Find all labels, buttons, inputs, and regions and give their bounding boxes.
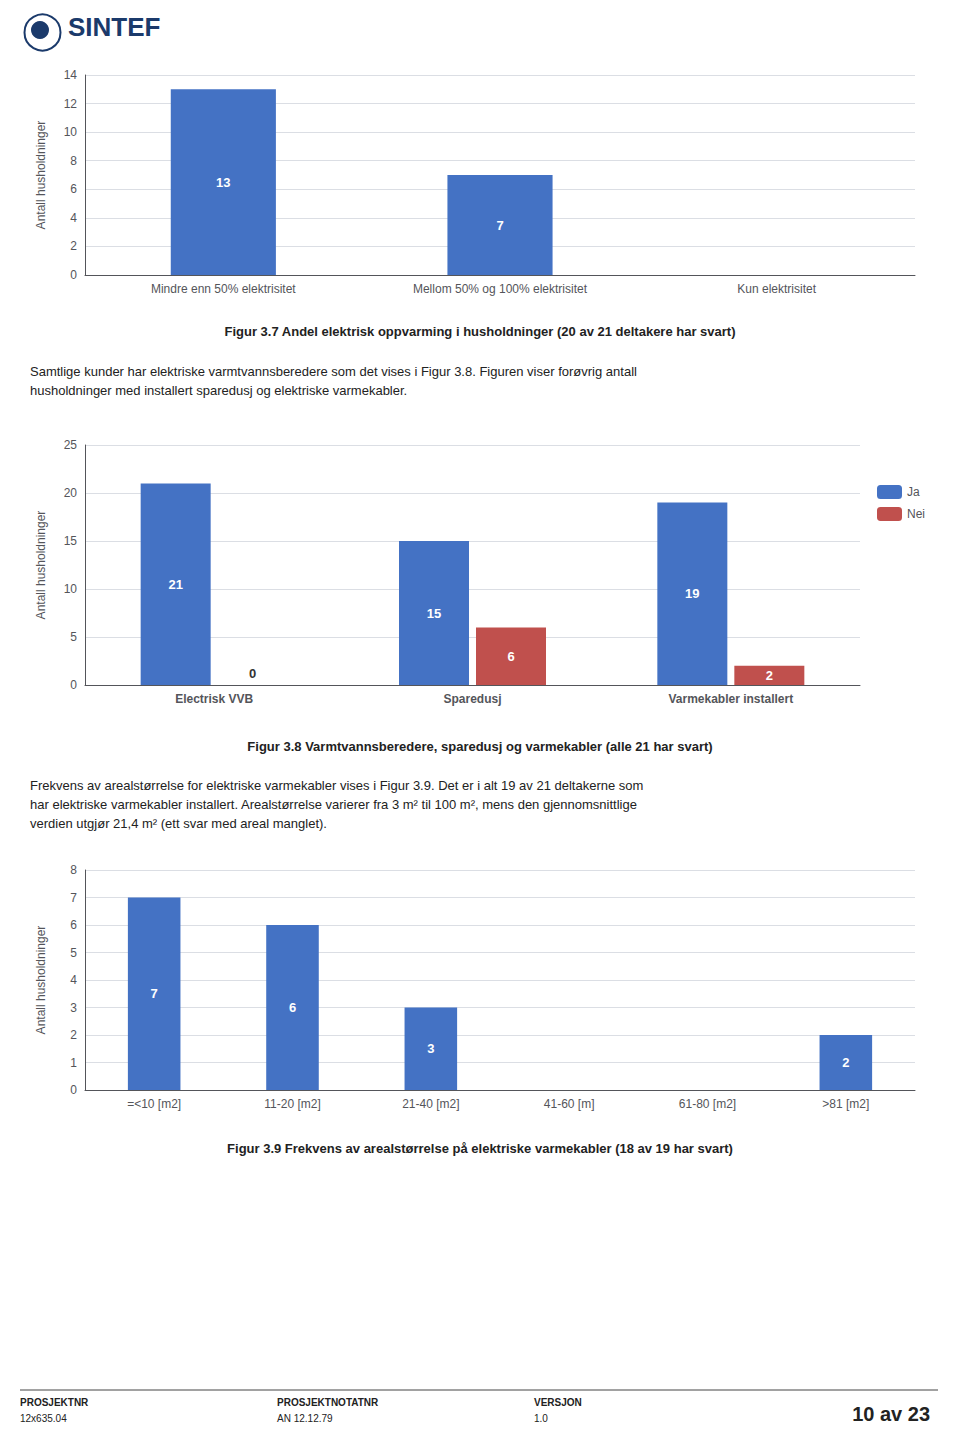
svg-text:15: 15 xyxy=(427,606,441,621)
svg-text:verdien utgjør 21,4 m² (ett sv: verdien utgjør 21,4 m² (ett svar med are… xyxy=(30,816,327,831)
svg-text:Mellom 50% og 100% elektrisite: Mellom 50% og 100% elektrisitet xyxy=(413,282,588,296)
svg-text:19: 19 xyxy=(685,586,699,601)
svg-text:25: 25 xyxy=(64,438,78,452)
svg-text:3: 3 xyxy=(70,1001,77,1015)
svg-text:0: 0 xyxy=(70,678,77,692)
svg-text:4: 4 xyxy=(70,973,77,987)
svg-text:6: 6 xyxy=(70,918,77,932)
svg-text:6: 6 xyxy=(507,649,514,664)
svg-text:3: 3 xyxy=(427,1041,434,1056)
svg-text:10: 10 xyxy=(64,125,78,139)
svg-text:Frekvens av arealstørrelse for: Frekvens av arealstørrelse for elektrisk… xyxy=(30,778,643,793)
svg-text:0: 0 xyxy=(249,666,256,681)
svg-text:Sparedusj: Sparedusj xyxy=(443,692,501,706)
svg-text:Ja: Ja xyxy=(907,485,920,499)
svg-text:10 av 23: 10 av 23 xyxy=(852,1403,930,1425)
svg-text:5: 5 xyxy=(70,946,77,960)
svg-text:Antall husholdninger: Antall husholdninger xyxy=(34,121,48,230)
svg-text:Varmekabler installert: Varmekabler installert xyxy=(668,692,793,706)
svg-text:SINTEF: SINTEF xyxy=(68,12,160,42)
svg-text:Figur 3.7 Andel elektrisk oppv: Figur 3.7 Andel elektrisk oppvarming i h… xyxy=(224,324,735,339)
svg-text:4: 4 xyxy=(70,211,77,225)
svg-text:Nei: Nei xyxy=(907,507,925,521)
svg-text:1: 1 xyxy=(70,1056,77,1070)
svg-text:PROSJEKTNOTATNR: PROSJEKTNOTATNR xyxy=(277,1397,379,1408)
svg-text:Samtlige kunder har elektriske: Samtlige kunder har elektriske varmtvann… xyxy=(30,364,637,379)
svg-text:VERSJON: VERSJON xyxy=(534,1397,582,1408)
svg-text:8: 8 xyxy=(70,863,77,877)
svg-text:0: 0 xyxy=(70,268,77,282)
svg-text:8: 8 xyxy=(70,154,77,168)
svg-text:61-80 [m2]: 61-80 [m2] xyxy=(679,1097,736,1111)
svg-text:2: 2 xyxy=(70,239,77,253)
svg-text:Mindre enn 50% elektrisitet: Mindre enn 50% elektrisitet xyxy=(151,282,296,296)
svg-text:2: 2 xyxy=(70,1028,77,1042)
svg-text:10: 10 xyxy=(64,582,78,596)
svg-text:Antall husholdninger: Antall husholdninger xyxy=(34,926,48,1035)
svg-text:Figur 3.8 Varmtvannsberedere,: Figur 3.8 Varmtvannsberedere, sparedusj … xyxy=(247,739,712,754)
svg-text:13: 13 xyxy=(216,175,230,190)
svg-text:6: 6 xyxy=(289,1000,296,1015)
svg-text:41-60 [m]: 41-60 [m] xyxy=(544,1097,595,1111)
svg-text:21: 21 xyxy=(168,577,182,592)
svg-text:12: 12 xyxy=(64,97,78,111)
svg-text:14: 14 xyxy=(64,68,78,82)
svg-text:12x635.04: 12x635.04 xyxy=(20,1413,67,1424)
svg-text:21-40 [m2]: 21-40 [m2] xyxy=(402,1097,459,1111)
svg-text:PROSJEKTNR: PROSJEKTNR xyxy=(20,1397,89,1408)
svg-text:1.0: 1.0 xyxy=(534,1413,548,1424)
svg-text:15: 15 xyxy=(64,534,78,548)
svg-text:Kun elektrisitet: Kun elektrisitet xyxy=(737,282,816,296)
svg-text:har elektriske varmekabler ins: har elektriske varmekabler installert. A… xyxy=(30,797,637,812)
svg-text:>81 [m2]: >81 [m2] xyxy=(822,1097,869,1111)
svg-text:0: 0 xyxy=(70,1083,77,1097)
svg-text:Antall husholdninger: Antall husholdninger xyxy=(34,511,48,620)
svg-text:5: 5 xyxy=(70,630,77,644)
svg-text:7: 7 xyxy=(496,218,503,233)
svg-text:Electrisk VVB: Electrisk VVB xyxy=(175,692,253,706)
svg-text:husholdninger med installert s: husholdninger med installert sparedusj o… xyxy=(30,383,407,398)
svg-text:2: 2 xyxy=(842,1055,849,1070)
svg-text:Figur 3.9 Frekvens av arealstø: Figur 3.9 Frekvens av arealstørrelse på … xyxy=(227,1141,733,1156)
svg-text:=<10 [m2]: =<10 [m2] xyxy=(127,1097,181,1111)
svg-text:AN 12.12.79: AN 12.12.79 xyxy=(277,1413,333,1424)
svg-text:11-20 [m2]: 11-20 [m2] xyxy=(264,1097,320,1111)
svg-text:6: 6 xyxy=(70,182,77,196)
svg-text:2: 2 xyxy=(766,668,773,683)
svg-text:20: 20 xyxy=(64,486,78,500)
svg-text:7: 7 xyxy=(70,891,77,905)
svg-text:7: 7 xyxy=(151,986,158,1001)
